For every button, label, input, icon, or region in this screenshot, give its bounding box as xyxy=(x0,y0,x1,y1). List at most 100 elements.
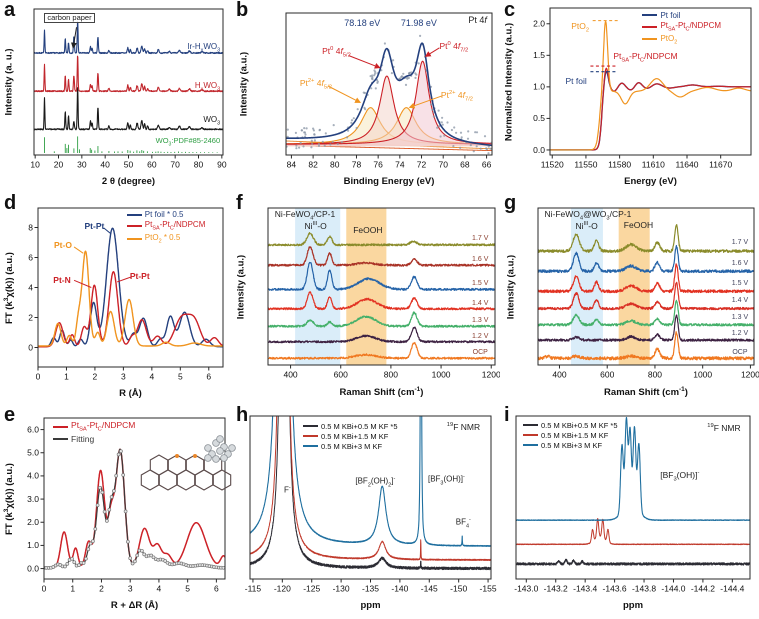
d-y-axis-label: FT (k3χ(k)) (a.u.) xyxy=(2,251,16,324)
a-series-3 xyxy=(34,21,223,55)
d-leader-line-2 xyxy=(73,279,92,288)
g-x-tick-label: 1000 xyxy=(693,370,712,380)
h-legend-entry-0: 0.5 M KBi+0.5 M KF *5 xyxy=(303,422,398,431)
pt-single-atom-icon xyxy=(193,454,198,459)
a-series-group xyxy=(34,21,223,154)
i-plot-svg: -143.0 -143.2 -143.4 -143.6 -143.8 -144.0 -144… xyxy=(514,415,751,594)
c-legend-label-0: Pt foil xyxy=(660,10,681,20)
h-legend-swatch-2 xyxy=(303,445,319,448)
e-axes-box xyxy=(43,417,226,580)
e-y-tick-label: 6.0 xyxy=(27,424,39,434)
pt-cluster-atom-icon xyxy=(216,447,224,455)
panel-letter-i: i xyxy=(504,404,510,426)
h-plot-svg: -115 -120 -125 -130 -135 -140 -145 -150 -155 xyxy=(245,415,497,594)
f-series-group xyxy=(268,232,495,360)
h-series-2 xyxy=(250,416,491,547)
panel-letter-c: c xyxy=(504,0,516,21)
i-legend-swatch-0 xyxy=(523,424,539,427)
f-annotation-0: Ni-FeWO4/CP-1 xyxy=(274,208,336,222)
a-x-tick-label: 30 xyxy=(77,160,87,170)
f-annotation-4: 1.6 V xyxy=(472,255,489,263)
e-legend-entry-0: PtSA-PtC/NDPCM xyxy=(53,420,135,433)
g-series-0 xyxy=(538,331,754,361)
b-leader-line-1 xyxy=(328,85,362,103)
a-x-tick-label: 40 xyxy=(100,160,110,170)
panel-h-19f-nmr: h -115 -120 -125 -130 -135 -140 -145 -150 -155 pp… xyxy=(232,404,500,619)
c-series-group xyxy=(550,20,751,151)
c-y-tick-label: 0.0 xyxy=(533,145,545,155)
c-y-tick-label: 1.5 xyxy=(533,50,545,60)
a-y-axis-label: Intensity (a. u.) xyxy=(3,48,15,116)
h-x-tick-label: -145 xyxy=(421,584,438,594)
b-annotation-2: Pt 4f xyxy=(468,14,487,25)
b-axes-box xyxy=(285,12,493,156)
h-legend-swatch-0 xyxy=(303,425,319,428)
a-x-tick-label: 10 xyxy=(30,160,40,170)
g-annotation-3: 1.7 V xyxy=(731,239,749,247)
b-x-axis-label: Binding Energy (eV) xyxy=(343,176,435,187)
i-x-axis-label: ppm xyxy=(622,600,644,611)
e-y-tick-label: 4.0 xyxy=(27,471,39,481)
a-reference-sticks xyxy=(44,136,218,154)
f-annotation-5: 1.5 V xyxy=(472,280,489,288)
c-plot-svg: 11520 11550 11580 11610 11640 11670 0.0 0.5 1.0 1… xyxy=(533,7,752,170)
pt-cluster-model-icon xyxy=(140,435,236,491)
h-annotation-4: BF4- xyxy=(455,516,471,530)
f-annotation-6: 1.4 V xyxy=(472,299,489,307)
d-legend-swatch-1 xyxy=(126,225,142,228)
e-x-axis-label: R + ΔR (Å) xyxy=(110,600,159,611)
g-series-group xyxy=(538,224,754,361)
g-ticks: 400 600 800 1000 1200 xyxy=(552,365,759,380)
panel-e-exafs-fitting: e 0 1 2 3 4 5 6 0.0 1.0 2.0 3.0 4.0 5.0 6.0 R + ΔR (Å)… xyxy=(0,404,236,619)
h-annotation-2: [BF2(OH)2]- xyxy=(355,476,396,489)
b-annotation-4: Pt2+ 4f5/2 xyxy=(299,77,332,91)
panel-i-19f-nmr-zoom: i -143.0 -143.2 -143.4 -143.6 -143.8 -144.0 -1… xyxy=(500,404,759,619)
b-leader-line-0 xyxy=(348,55,381,69)
f-x-tick-label: 800 xyxy=(384,370,398,380)
d-x-tick-label: 0 xyxy=(36,372,41,382)
b-ticks: 84 82 80 78 76 74 72 70 68 66 xyxy=(287,155,492,170)
b-series-5 xyxy=(286,60,492,145)
g-highlight-region-0 xyxy=(570,208,603,365)
f-series-1 xyxy=(268,326,495,344)
c-legend-entry-0: Pt foil xyxy=(642,11,721,20)
g-series-1 xyxy=(538,314,754,342)
i-legend-swatch-2 xyxy=(523,444,539,447)
f-x-axis-label: Raman Shift (cm-1) xyxy=(339,386,424,399)
g-series-4 xyxy=(538,263,754,294)
h-legend: 0.5 M KBi+0.5 M KF *5 0.5 M KBi+1.5 M KF 0… xyxy=(303,422,398,452)
f-plot-svg: 400 600 800 1000 1200 xyxy=(267,207,500,380)
panel-a-xrd: a 10 20 30 40 50 60 70 80 90 2 θ (degree) Intensit… xyxy=(0,0,232,193)
g-x-tick-label: 1200 xyxy=(741,370,759,380)
pt-cluster-atom-icon xyxy=(204,454,212,462)
b-x-tick-label: 66 xyxy=(482,160,492,170)
panel-letter-f: f xyxy=(236,192,243,214)
d-y-tick-label: 0 xyxy=(28,342,33,352)
a-leader-line-0 xyxy=(70,27,78,49)
d-legend-label-2: PtO2 * 0.5 xyxy=(144,232,181,245)
c-annotation-2: Pt foil xyxy=(565,76,587,87)
b-x-tick-label: 80 xyxy=(330,160,340,170)
c-y-tick-label: 2.0 xyxy=(533,19,545,29)
i-x-tick-label: -144.2 xyxy=(691,584,715,594)
i-ticks: -143.0 -143.2 -143.4 -143.6 -143.8 -144.0 -144… xyxy=(514,579,745,594)
f-x-tick-label: 400 xyxy=(283,370,297,380)
e-x-tick-label: 5 xyxy=(185,584,190,594)
b-x-tick-label: 84 xyxy=(287,160,297,170)
d-y-tick-label: 8 xyxy=(28,222,33,232)
g-x-axis-label: Raman Shift (cm-1) xyxy=(604,386,688,399)
f-series-3 xyxy=(268,291,495,311)
a-annotation-0: carbon paper xyxy=(44,12,95,23)
d-annotation-3: Pt-Pt xyxy=(129,271,150,282)
d-x-tick-label: 2 xyxy=(93,372,98,382)
i-legend: 0.5 M KBi+0.5 M KF *5 0.5 M KBi+1.5 M KF 0… xyxy=(523,421,618,451)
c-x-tick-label: 11580 xyxy=(608,160,631,170)
b-series-1 xyxy=(286,144,492,152)
d-y-tick-label: 4 xyxy=(28,282,33,292)
g-annotation-8: 1.2 V xyxy=(731,329,749,337)
d-x-tick-label: 3 xyxy=(121,372,126,382)
h-x-tick-label: -150 xyxy=(450,584,467,594)
h-annotation-0: 19F NMR xyxy=(446,421,481,432)
f-x-tick-label: 600 xyxy=(334,370,348,380)
i-x-tick-label: -143.8 xyxy=(632,584,656,594)
